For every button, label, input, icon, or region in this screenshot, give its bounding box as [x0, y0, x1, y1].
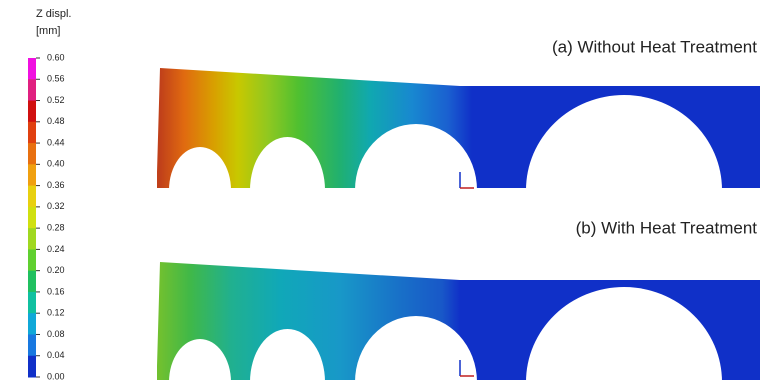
- colorbar-segment: [28, 58, 36, 80]
- colorbar-segment: [28, 207, 36, 229]
- tick-label: 0.20: [47, 265, 65, 275]
- tick-label: 0.32: [47, 201, 65, 211]
- tick-label: 0.00: [47, 371, 65, 381]
- tick-label: 0.08: [47, 329, 65, 339]
- tick-label: 0.28: [47, 223, 65, 233]
- colorbar-segment: [28, 334, 36, 356]
- colorbar-segment: [28, 101, 36, 123]
- colorbar-segment: [28, 186, 36, 208]
- panel-label: (a) Without Heat Treatment: [552, 37, 757, 56]
- colorbar-segment: [28, 122, 36, 144]
- tick-label: 0.44: [47, 137, 65, 147]
- beam-b: [157, 262, 760, 382]
- tick-label: 0.60: [47, 52, 65, 62]
- tick-label: 0.56: [47, 74, 65, 84]
- colorbar-unit: [mm]: [36, 25, 60, 37]
- figure: Z displ. [mm] 0.600.560.520.480.440.400.…: [0, 0, 780, 382]
- colorbar-segment: [28, 249, 36, 271]
- tick-label: 0.12: [47, 308, 65, 318]
- tick-label: 0.16: [47, 286, 65, 296]
- tick-label: 0.52: [47, 95, 65, 105]
- colorbar-segment: [28, 228, 36, 250]
- colorbar-title: Z displ.: [36, 8, 71, 20]
- colorbar-segment: [28, 356, 36, 378]
- tick-label: 0.40: [47, 159, 65, 169]
- colorbar-segment: [28, 79, 36, 101]
- colorbar-segment: [28, 164, 36, 186]
- tick-label: 0.04: [47, 350, 65, 360]
- colorbar-segment: [28, 313, 36, 335]
- panel-label: (b) With Heat Treatment: [576, 218, 758, 237]
- tick-label: 0.36: [47, 180, 65, 190]
- colorbar-segment: [28, 143, 36, 165]
- tick-label: 0.24: [47, 244, 65, 254]
- beam-a: [157, 68, 760, 200]
- colorbar-segment: [28, 292, 36, 314]
- colorbar: 0.60 0.56 0.52 0.48 0.44 0.40 0.36 0.32 0.28 0.24…: [28, 52, 65, 381]
- colorbar-segment: [28, 271, 36, 293]
- tick-label: 0.48: [47, 116, 65, 126]
